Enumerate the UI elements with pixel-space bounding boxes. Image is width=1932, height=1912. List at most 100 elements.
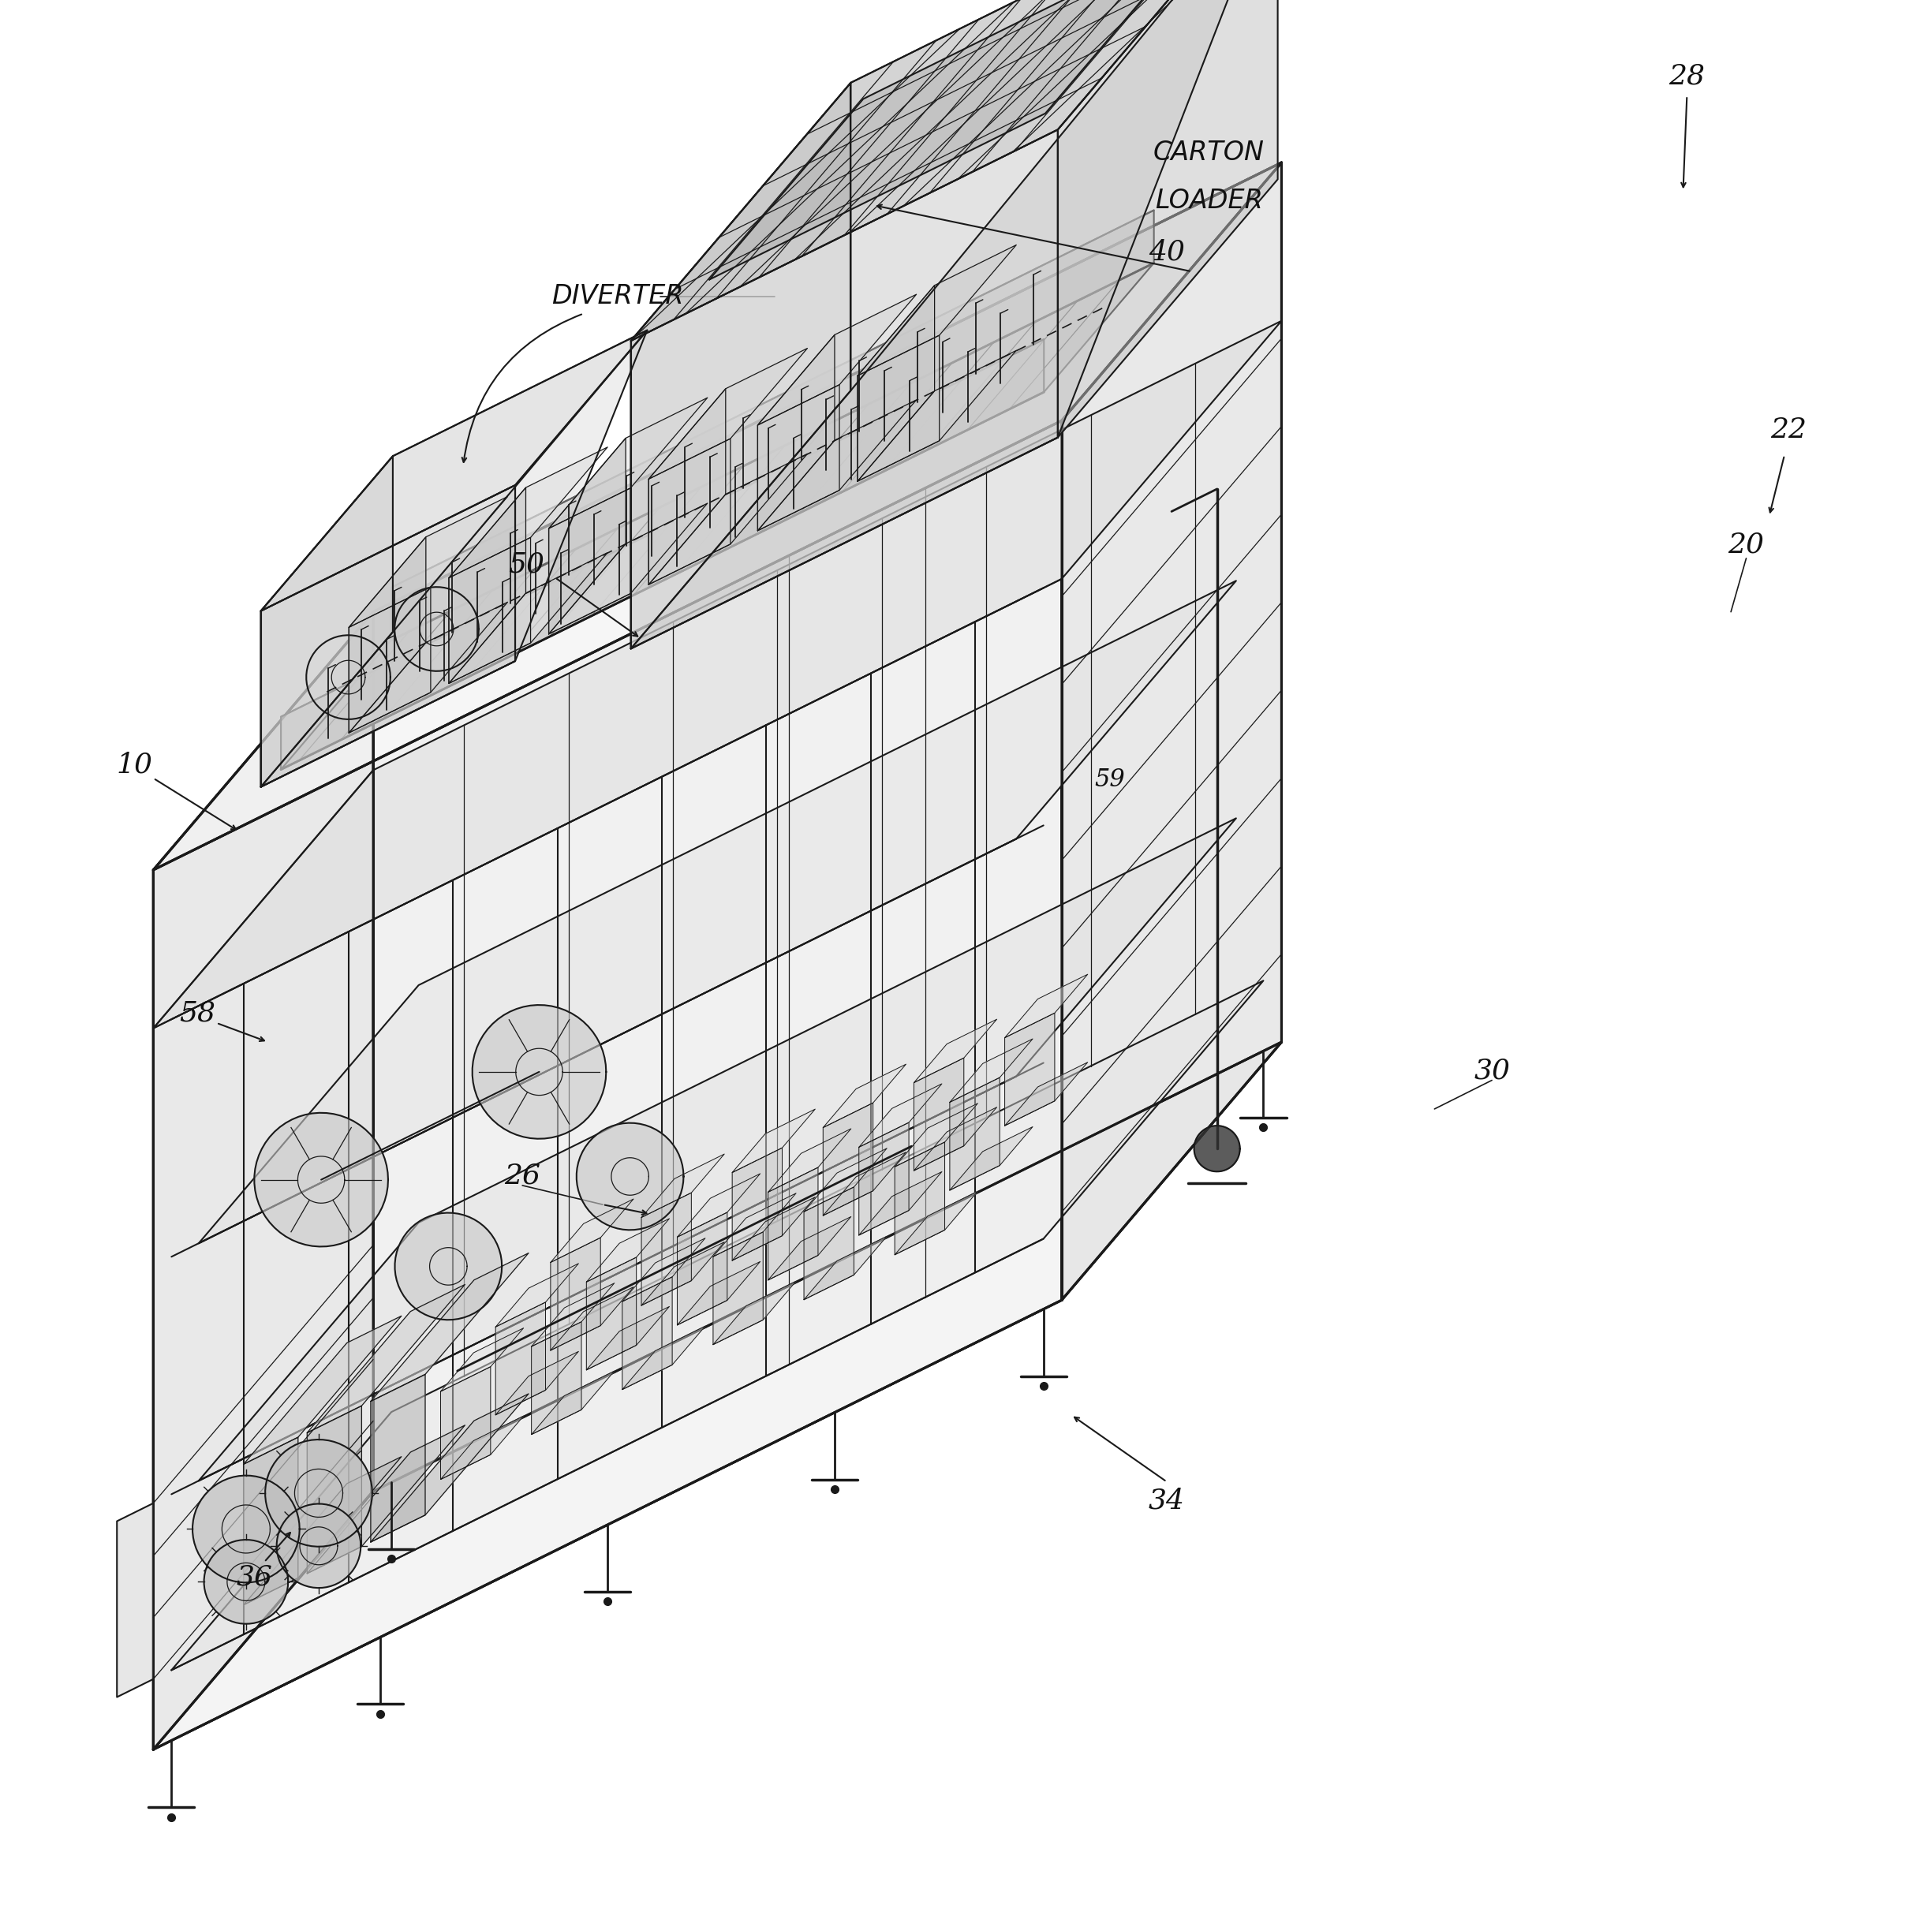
Polygon shape [549,398,707,528]
Polygon shape [280,264,1153,769]
Polygon shape [549,503,707,635]
Polygon shape [858,350,1016,482]
Polygon shape [632,82,850,648]
Polygon shape [649,348,808,480]
Polygon shape [394,1212,502,1319]
Text: 40: 40 [1150,239,1184,266]
Polygon shape [448,537,531,683]
Polygon shape [440,1367,491,1480]
Polygon shape [1005,975,1088,1038]
Polygon shape [307,1405,361,1574]
Polygon shape [261,457,392,788]
Polygon shape [823,1065,906,1128]
Polygon shape [649,453,808,585]
Polygon shape [895,1191,978,1254]
Polygon shape [243,1438,298,1604]
Polygon shape [307,1424,466,1574]
Polygon shape [587,1306,668,1369]
Polygon shape [1194,1126,1240,1172]
Polygon shape [622,1327,705,1390]
Polygon shape [1005,1013,1055,1126]
Polygon shape [255,1113,388,1247]
Text: CARTON: CARTON [1153,140,1264,166]
Polygon shape [243,1457,402,1604]
Polygon shape [951,1126,1034,1189]
Polygon shape [172,981,1264,1671]
Polygon shape [951,1038,1034,1101]
Polygon shape [497,1264,578,1327]
Polygon shape [551,1199,634,1262]
Polygon shape [265,1440,373,1547]
Polygon shape [280,338,1043,769]
Polygon shape [823,1103,873,1216]
Polygon shape [497,1302,545,1415]
Text: 34: 34 [1150,1488,1184,1514]
Polygon shape [153,1042,1281,1749]
Polygon shape [153,612,373,1749]
Polygon shape [757,294,916,424]
Polygon shape [471,1006,607,1140]
Polygon shape [261,331,647,788]
Polygon shape [587,1258,636,1369]
Polygon shape [576,1122,684,1229]
Polygon shape [549,438,626,635]
Polygon shape [587,1218,668,1281]
Polygon shape [153,421,1061,1749]
Polygon shape [713,1231,763,1344]
Text: 20: 20 [1727,532,1764,558]
Polygon shape [531,1321,582,1434]
Polygon shape [678,1262,759,1325]
Polygon shape [858,335,939,482]
Polygon shape [199,818,1236,1480]
Polygon shape [732,1147,782,1260]
Polygon shape [448,447,607,577]
Text: 26: 26 [504,1162,541,1189]
Polygon shape [153,163,1281,870]
Text: 36: 36 [236,1564,272,1591]
Polygon shape [914,1019,997,1082]
Polygon shape [632,130,1059,648]
Polygon shape [757,335,835,532]
Polygon shape [757,384,838,532]
Polygon shape [678,1174,759,1237]
Polygon shape [649,438,730,585]
Polygon shape [531,1283,614,1346]
Polygon shape [622,1277,672,1390]
Text: DIVERTER: DIVERTER [553,283,684,310]
Polygon shape [371,1252,529,1401]
Polygon shape [823,1153,906,1216]
Polygon shape [641,1155,724,1218]
Polygon shape [199,581,1236,1243]
Polygon shape [860,1084,943,1147]
Polygon shape [1059,0,1277,438]
Polygon shape [440,1329,524,1392]
Polygon shape [769,1168,817,1281]
Text: LOADER: LOADER [1155,187,1264,214]
Polygon shape [371,1375,425,1541]
Polygon shape [1061,163,1281,1300]
Polygon shape [1005,1063,1088,1126]
Polygon shape [804,1237,887,1300]
Text: 50: 50 [508,551,545,577]
Polygon shape [860,1172,943,1235]
Polygon shape [350,537,425,732]
Polygon shape [243,1315,402,1465]
Polygon shape [551,1287,634,1350]
Polygon shape [350,602,508,732]
Polygon shape [713,1193,796,1256]
Polygon shape [914,1057,964,1170]
Polygon shape [261,486,516,788]
Polygon shape [649,388,726,585]
Polygon shape [276,1505,361,1587]
Text: 28: 28 [1669,63,1706,90]
Polygon shape [551,1237,601,1350]
Polygon shape [390,210,1153,641]
Polygon shape [261,331,647,612]
Text: 30: 30 [1474,1057,1511,1084]
Polygon shape [622,1239,705,1302]
Polygon shape [757,400,916,532]
Polygon shape [350,497,508,627]
Polygon shape [895,1103,978,1166]
Polygon shape [193,1476,299,1583]
Text: 58: 58 [180,1000,214,1027]
